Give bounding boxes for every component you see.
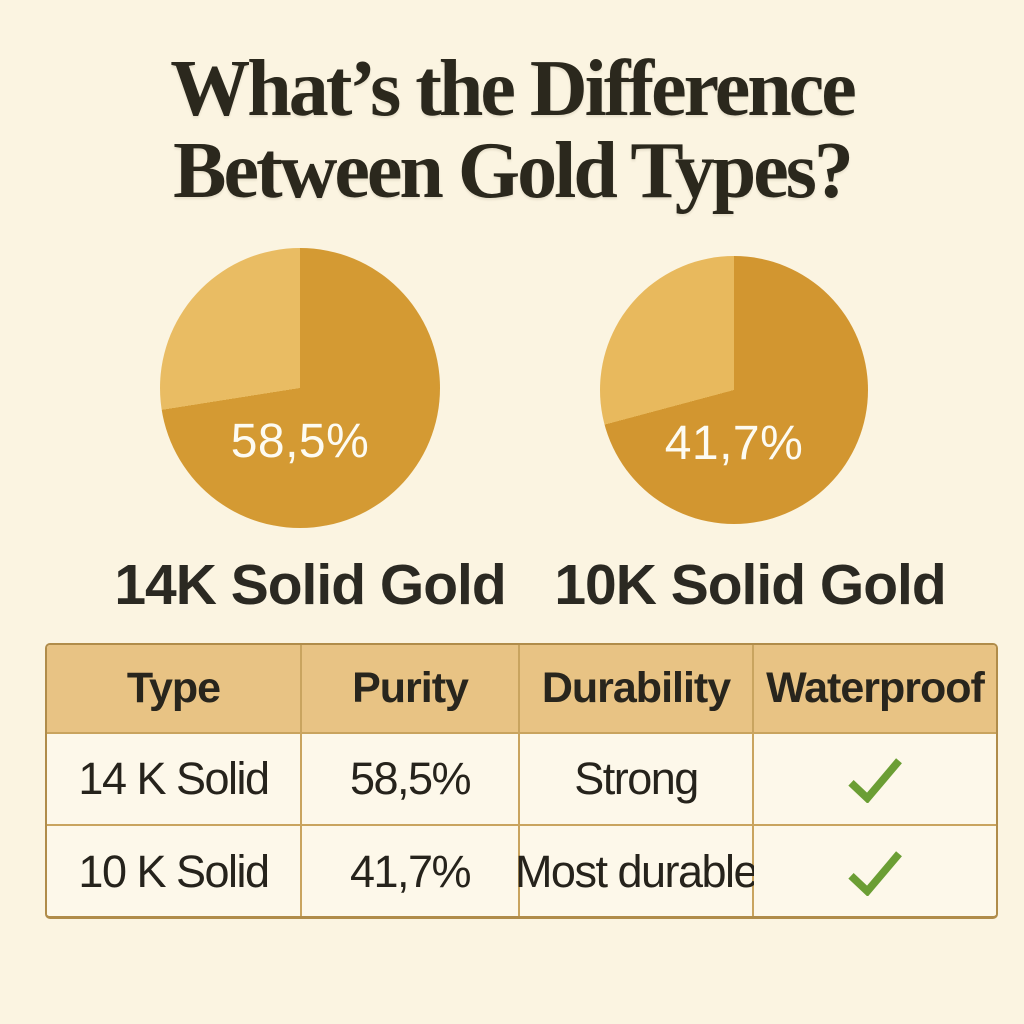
cell-purity-14k: 58,5% [302, 734, 520, 826]
cell-durability-14k: Strong [520, 734, 754, 826]
cell-waterproof-14k [754, 734, 996, 826]
page-title: What’s the Difference Between Gold Types? [0, 48, 1024, 212]
cell-type-14k: 14 K Solid [47, 734, 302, 826]
comparison-table: Type Purity Durability Waterproof 14 K S… [45, 643, 998, 919]
cell-type-10k: 10 K Solid [47, 826, 302, 916]
pie-chart-10k: 41,7% [600, 256, 868, 524]
pie-percentage-label-10k: 41,7% [664, 417, 804, 470]
cell-durability-10k: Most durable [515, 826, 759, 916]
pie-caption-10k: 10K Solid Gold [554, 553, 946, 617]
title-line-2: Between Gold Types? [173, 127, 854, 215]
header-cell-durability: Durability [520, 645, 754, 734]
checkmark-icon [848, 850, 902, 896]
header-cell-waterproof: Waterproof [754, 645, 996, 734]
checkmark-icon [848, 758, 902, 803]
cell-purity-10k: 41,7% [302, 826, 520, 916]
header-cell-purity: Purity [302, 645, 520, 734]
header-cell-type: Type [47, 645, 302, 734]
pie-chart-14k: 58,5% [160, 248, 440, 528]
pie-caption-14k: 14K Solid Gold [114, 553, 506, 617]
title-line-1: What’s the Difference [170, 45, 856, 133]
cell-waterproof-10k [754, 826, 996, 916]
pie-percentage-label-14k: 58,5% [230, 415, 370, 468]
